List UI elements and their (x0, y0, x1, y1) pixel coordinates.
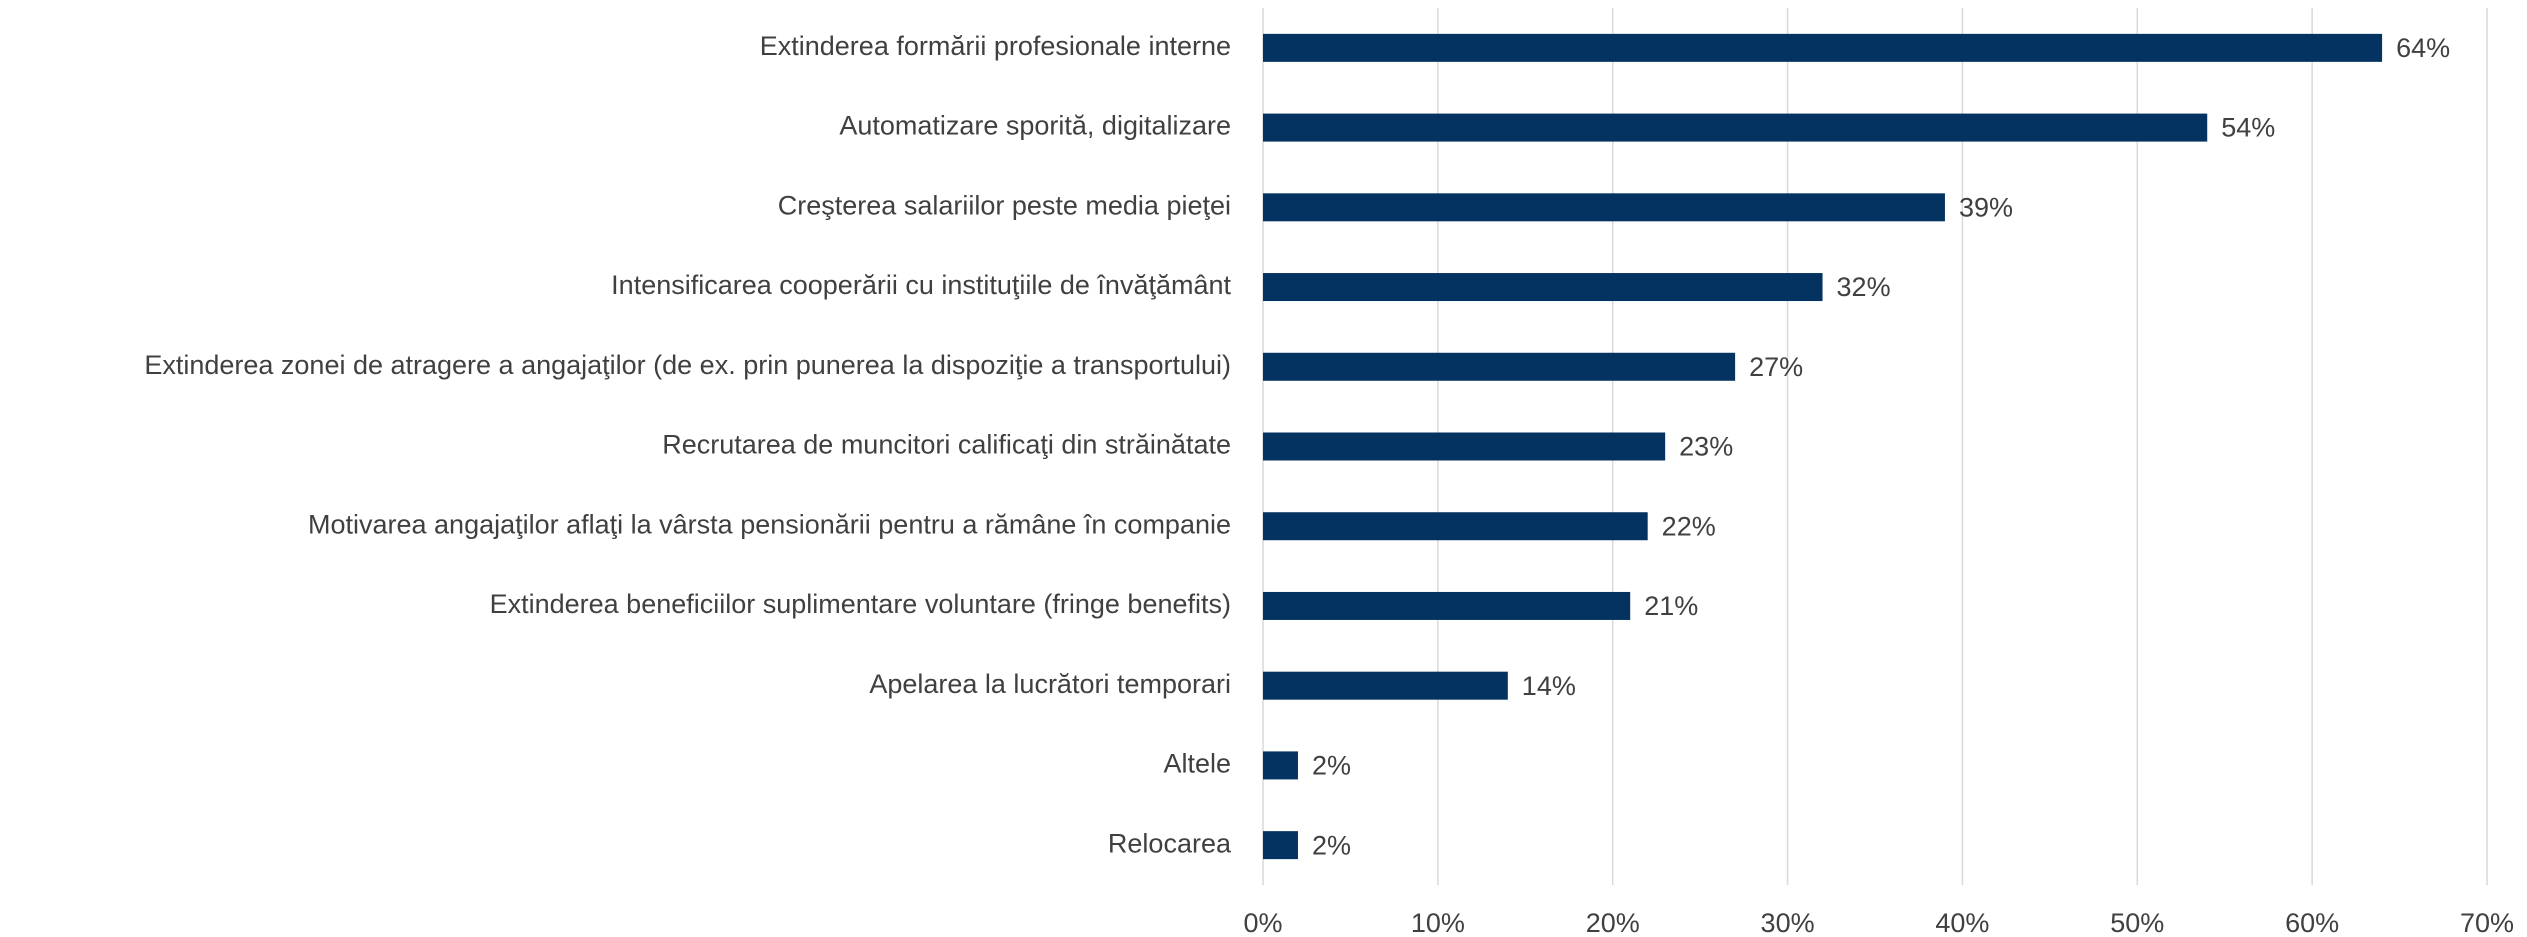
y-tick-label: Extinderea beneficiilor suplimentare vol… (490, 589, 1231, 619)
y-tick-label: Recrutarea de muncitori calificaţi din s… (662, 430, 1231, 460)
bar (1263, 273, 1823, 302)
bar (1263, 352, 1736, 381)
bar (1263, 831, 1298, 860)
y-tick-label: Motivarea angajaţilor aflaţi la vârsta p… (308, 509, 1231, 539)
y-tick-label: Relocarea (1108, 828, 1232, 858)
bar (1263, 512, 1648, 541)
y-tick-label: Automatizare sporită, digitalizare (839, 111, 1231, 141)
x-tick-label: 30% (1761, 908, 1815, 937)
bar (1263, 193, 1945, 222)
x-tick-label: 40% (1935, 908, 1989, 937)
x-tick-label: 60% (2285, 908, 2339, 937)
x-tick-label: 0% (1243, 908, 1282, 937)
data-label: 54% (2221, 113, 2275, 143)
data-label: 39% (1959, 192, 2013, 222)
data-label: 14% (1522, 671, 1576, 701)
data-label: 27% (1749, 352, 1803, 382)
data-label: 22% (1662, 511, 1716, 541)
y-tick-label: Apelarea la lucrători temporari (869, 669, 1231, 699)
data-label: 32% (1837, 272, 1891, 302)
bar (1263, 671, 1508, 700)
bar (1263, 113, 2208, 142)
y-tick-label: Extinderea formării profesionale interne (760, 31, 1231, 61)
y-tick-label: Creşterea salariilor peste media pieţei (778, 190, 1231, 220)
x-tick-label: 20% (1586, 908, 1640, 937)
y-tick-label: Extinderea zonei de atragere a angajaţil… (144, 350, 1231, 380)
x-tick-label: 10% (1411, 908, 1465, 937)
bar (1263, 591, 1631, 620)
data-label: 64% (2396, 33, 2450, 63)
bar (1263, 33, 2383, 62)
data-label: 2% (1312, 830, 1351, 860)
y-tick-label: Intensificarea cooperării cu instituţiil… (611, 270, 1231, 300)
bar (1263, 751, 1298, 780)
data-label: 23% (1679, 432, 1733, 462)
x-tick-label: 50% (2110, 908, 2164, 937)
bar (1263, 432, 1666, 461)
data-label: 2% (1312, 751, 1351, 781)
data-label: 21% (1644, 591, 1698, 621)
y-tick-label: Altele (1163, 749, 1231, 779)
x-tick-label: 70% (2460, 908, 2514, 937)
